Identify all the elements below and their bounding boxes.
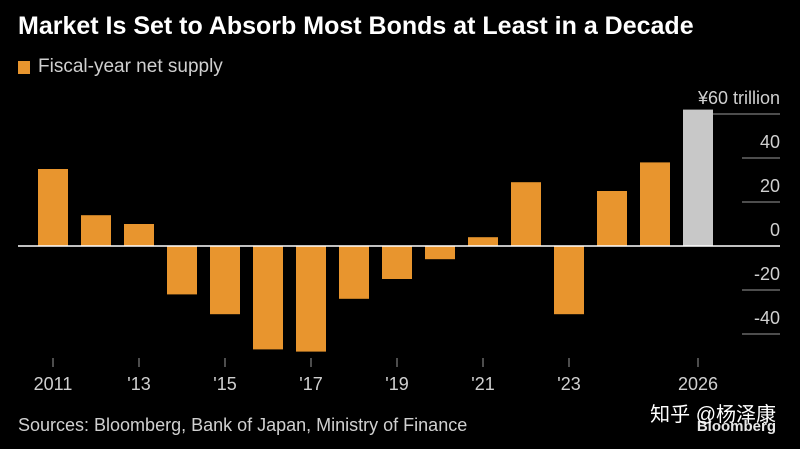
x-axis: 2011 '13 '15 '17 '19 '21 '23 2026 (34, 358, 718, 394)
bar-2024 (597, 191, 627, 246)
watermark: 知乎 @杨泽康 Bloomberg (616, 396, 776, 440)
source-note: Sources: Bloomberg, Bank of Japan, Minis… (18, 415, 468, 435)
x-tick-label: 2026 (678, 374, 718, 394)
x-tick-label: '21 (471, 374, 494, 394)
x-tick-label: '13 (127, 374, 150, 394)
bar-2025 (640, 162, 670, 246)
x-tick-label: '19 (385, 374, 408, 394)
bar-2011 (38, 169, 68, 246)
legend: Fiscal-year net supply (18, 56, 223, 78)
bar-2017 (296, 246, 326, 352)
bar-2020 (425, 246, 455, 260)
y-tick-label: -40 (754, 308, 780, 328)
y-tick-label: -20 (754, 264, 780, 284)
y-tick-label: 20 (760, 176, 780, 196)
bar-2015 (210, 246, 240, 315)
x-tick-label: '15 (213, 374, 236, 394)
y-tick-label: 40 (760, 132, 780, 152)
watermark-text: 知乎 @杨泽康 (650, 404, 776, 426)
bar-2019 (382, 246, 412, 279)
y-tick-label: ¥60 trillion (697, 88, 780, 108)
legend-swatch (18, 60, 30, 74)
bar-2012 (81, 215, 111, 246)
bar-2023 (554, 246, 584, 315)
y-axis: ¥60 trillion 40 20 0 -20 -40 (695, 88, 780, 335)
x-tick-label: 2011 (34, 374, 73, 394)
bar-2021 (468, 237, 498, 246)
bar-2014 (167, 246, 197, 295)
bar-2022 (511, 182, 541, 246)
bar-2026 (683, 109, 713, 246)
bar-2018 (339, 246, 369, 299)
y-tick-label: 0 (770, 220, 780, 240)
bar-2013 (124, 224, 154, 246)
chart-title: Market Is Set to Absorb Most Bonds at Le… (18, 12, 694, 40)
legend-label: Fiscal-year net supply (38, 56, 223, 77)
x-tick-label: '17 (299, 374, 322, 394)
x-tick-label: '23 (557, 374, 580, 394)
bars (38, 109, 713, 352)
bloomberg-logo: Bloomberg (696, 418, 776, 435)
bar-2016 (253, 246, 283, 350)
